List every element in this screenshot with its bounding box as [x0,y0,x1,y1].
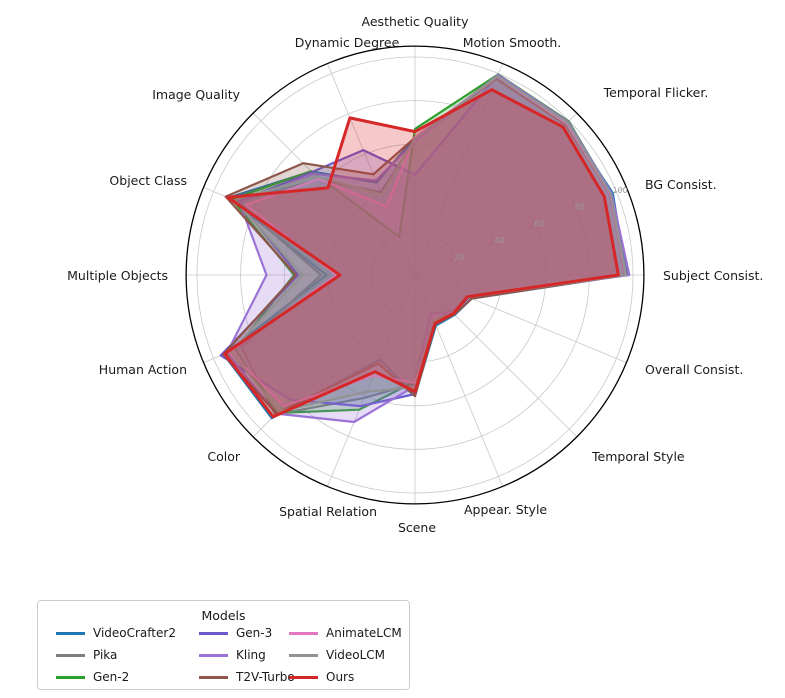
radial-tick-label: 80 [575,203,585,212]
axis-label-dynamic-degree: Dynamic Degree [295,35,400,50]
legend-swatch [56,631,85,635]
legend-item-label: VideoCrafter2 [93,626,176,640]
axis-spoke [414,274,578,438]
axis-label-motion-smooth-: Motion Smooth. [463,35,562,50]
legend-swatch [199,631,228,635]
legend-item-label: Gen-2 [93,670,130,684]
legend-swatch [199,653,228,657]
radial-tick-label: 20 [454,253,464,262]
axis-label-bg-consist-: BG Consist. [645,177,717,192]
radial-tick-label: 100 [612,186,627,195]
legend-item-label: Ours [326,670,355,684]
axis-label-human-action: Human Action [99,362,187,377]
legend-item-label: Gen-3 [236,626,273,640]
radar-chart: 20 40 60 80 100 Aesthetic Quality Motion Smoot… [67,14,763,535]
axis-spoke [414,274,627,363]
legend: Models VideoCrafter2 Pika Gen-2 Gen-3 Kling T… [37,600,410,690]
polar-grid [185,45,645,505]
axis-label-image-quality: Image Quality [152,87,240,102]
axis-spoke [414,187,627,276]
axis-label-subject-consist-: Subject Consist. [663,268,763,283]
legend-item-label: Kling [236,648,266,662]
legend-item: Kling [199,648,266,662]
legend-item: Gen-2 [56,670,129,684]
axis-label-appear-style: Appear. Style [464,502,547,517]
legend-swatch [56,653,85,657]
axis-label-temporal-flicker-: Temporal Flicker. [603,85,709,100]
radial-tick-label: 60 [534,219,544,228]
axis-label-spatial-relation: Spatial Relation [279,504,377,519]
legend-swatch [199,675,228,679]
legend-swatch [289,631,318,635]
legend-swatch [289,653,318,657]
legend-swatch [289,675,318,679]
legend-title: Models [201,608,246,623]
axis-spoke [252,112,416,276]
axis-label-scene: Scene [398,520,436,535]
axis-label-color: Color [207,449,240,464]
legend-swatch [56,675,85,679]
axis-label-temporal-style: Temporal Style [591,449,685,464]
series-polygon-ours [223,88,620,419]
legend-item: Ours [289,670,354,684]
legend-item: AnimateLCM [289,626,402,640]
axis-spoke [414,274,503,487]
legend-item-label: Pika [93,648,118,662]
axis-label-multiple-objects: Multiple Objects [67,268,168,283]
outer-spine [185,45,645,505]
axis-spoke [414,63,503,276]
radial-tick-label: 40 [494,236,504,245]
axis-spoke [327,63,416,276]
legend-item-label: AnimateLCM [326,626,402,640]
axis-label-overall-consist-: Overall Consist. [645,362,743,377]
axis-spoke [327,274,416,487]
legend-item: Pika [56,648,117,662]
axis-spoke [252,274,416,438]
legend-item-label: T2V-Turbo [236,670,295,684]
axis-label-aesthetic-quality: Aesthetic Quality [362,14,470,29]
legend-item: VideoCrafter2 [56,626,176,640]
legend-item: VideoLCM [289,648,385,662]
legend-item: Gen-3 [199,626,272,640]
legend-item: T2V-Turbo [199,670,295,684]
legend-item-label: VideoLCM [326,648,386,662]
axis-spoke [414,112,578,276]
axis-spoke [203,274,416,363]
axis-label-object-class: Object Class [109,173,187,188]
